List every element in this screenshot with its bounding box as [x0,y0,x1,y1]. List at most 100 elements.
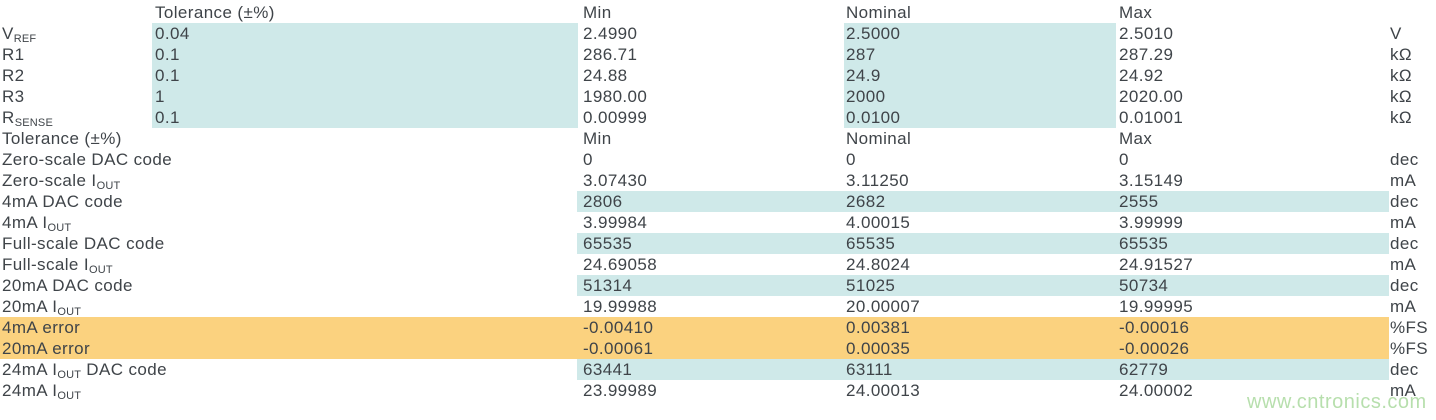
cell-min: 0 [583,150,593,169]
row-label-text: 20mA DAC code [2,276,133,295]
row-label: R1 [2,44,25,65]
cell-min: 286.71 [583,45,638,64]
highlight-20ma-dac-code-row [577,275,1389,296]
cell-max: -0.00026 [1119,339,1190,358]
cell-unit: dec [1390,276,1419,295]
table-row-r2: R2 0.1 24.88 24.9 24.92 kΩ [0,65,1436,86]
watermark-text: www.cntronics.com [1247,391,1427,413]
cell-nominal: 65535 [846,234,896,253]
cell-unit: kΩ [1390,87,1413,106]
row-label: 20mA IOUT [2,296,82,318]
cell-nominal: 0.0100 [846,108,901,127]
row-label-text: Full-scale I [2,255,89,274]
highlight-error-rows [0,317,1389,359]
cell-nominal: 3.11250 [846,171,909,190]
row-label: 4mA DAC code [2,191,123,212]
cell-max: 3.15149 [1119,171,1184,190]
row-label-subscript: SENSE [14,117,53,129]
column-header-tolerance: Tolerance (±%) [155,3,275,22]
column-header-nominal: Nominal [846,3,912,22]
row-label-subscript: OUT [47,222,72,234]
cell-min: 0.00999 [583,108,648,127]
cell-max: 0 [1119,150,1129,169]
row-label-text: 4mA I [2,213,48,232]
cell-nominal: 4.00015 [846,213,911,232]
row-label: 20mA DAC code [2,275,133,296]
row-label-subscript: REF [13,33,37,45]
cell-unit: kΩ [1390,66,1413,85]
cell-tolerance: 0.1 [155,45,180,64]
cell-min: 63441 [583,360,633,379]
column-header-max-2: Max [1119,129,1153,148]
cell-min: 23.99989 [583,381,658,400]
row-label: R3 [2,86,25,107]
table-row-zero-scale-iout: Zero-scale IOUT 3.07430 3.11250 3.15149 … [0,170,1436,192]
row-label-text: 24mA I [2,360,58,379]
row-label: VREF [2,23,37,45]
highlight-nominal-column [844,23,1116,128]
row-label-subscript: OUT [57,306,82,318]
row-label-text: Zero-scale DAC code [2,150,173,169]
cell-nominal: 0.00381 [846,318,911,337]
cell-min: 2.4990 [583,24,638,43]
highlight-tolerance-column [152,23,578,128]
cell-min: 3.99984 [583,213,648,232]
cell-nominal: 2682 [846,192,886,211]
cell-min: -0.00410 [583,318,654,337]
cell-tolerance: 0.1 [155,108,180,127]
cell-max: 19.99995 [1119,297,1194,316]
row-label-text: 20mA error [2,339,91,358]
cell-min: 24.88 [583,66,628,85]
cell-min: 65535 [583,234,633,253]
cell-nominal: 2.5000 [846,24,901,43]
cell-nominal: 51025 [846,276,896,295]
cell-unit: dec [1390,234,1419,253]
column-header-tolerance-2: Tolerance (±%) [2,128,122,149]
cell-unit: V [1390,24,1402,43]
row-label-text: R2 [2,66,25,85]
row-label: 4mA IOUT [2,212,72,234]
cell-unit: mA [1390,213,1417,232]
table-row-r3: R3 1 1980.00 2000 2020.00 kΩ [0,86,1436,107]
cell-nominal: 0.00035 [846,339,911,358]
table-row-20ma-iout: 20mA IOUT 19.99988 20.00007 19.99995 mA [0,296,1436,318]
cell-max: 62779 [1119,360,1169,379]
table-row-20ma-error: 20mA error -0.00061 0.00035 -0.00026 %FS [0,338,1436,359]
cell-unit: dec [1390,150,1419,169]
cell-min: 19.99988 [583,297,658,316]
row-label: 24mA IOUT [2,380,81,402]
table-row-4ma-error: 4mA error -0.00410 0.00381 -0.00016 %FS [0,317,1436,338]
cell-max: 65535 [1119,234,1169,253]
row-label-text: 4mA error [2,318,81,337]
cell-nominal: 24.9 [846,66,881,85]
row-label-text: 20mA I [2,297,58,316]
cell-min: -0.00061 [583,339,654,358]
cell-max: 2.5010 [1119,24,1174,43]
row-label-text: 4mA DAC code [2,192,124,211]
cell-min: 2806 [583,192,623,211]
cell-nominal: 2000 [846,87,886,106]
cell-unit: mA [1390,297,1417,316]
row-label-text: Zero-scale I [2,171,97,190]
cell-max: 287.29 [1119,45,1174,64]
row-label: 4mA error [2,317,80,338]
cell-nominal: 287 [846,45,876,64]
row-label-text: V [2,24,14,43]
highlight-24ma-dac-code-row [577,359,1389,380]
row-label-text: 24mA I [2,381,58,400]
cell-unit: kΩ [1390,45,1413,64]
cell-nominal: 0 [846,150,856,169]
cell-max: 2020.00 [1119,87,1184,106]
cell-nominal: 24.8024 [846,255,911,274]
table-row-full-scale-dac-code: Full-scale DAC code 65535 65535 65535 de… [0,233,1436,254]
cell-tolerance: 0.04 [155,24,190,43]
cell-unit: mA [1390,381,1417,400]
table-row-24ma-iout-dac-code: 24mA IOUT DAC code 63441 63111 62779 dec [0,359,1436,381]
row-label-text: R1 [2,45,25,64]
cell-max: 24.00002 [1119,381,1194,400]
row-label-subscript: OUT [96,180,121,192]
table-row-24ma-iout: 24mA IOUT 23.99989 24.00013 24.00002 mA [0,380,1436,402]
cell-nominal: 24.00013 [846,381,921,400]
cell-max: 24.92 [1119,66,1164,85]
